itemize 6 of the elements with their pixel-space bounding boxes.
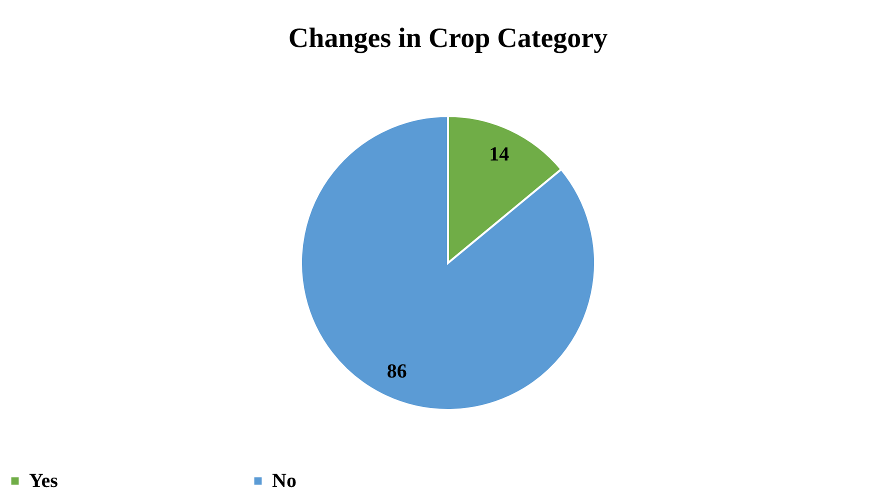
legend-label: Yes	[29, 470, 58, 492]
legend-label: No	[272, 470, 296, 492]
data-label: 14	[489, 143, 510, 166]
data-label: 86	[386, 360, 407, 383]
chart-title: Changes in Crop Category	[288, 23, 608, 54]
pie-slice	[300, 115, 596, 411]
